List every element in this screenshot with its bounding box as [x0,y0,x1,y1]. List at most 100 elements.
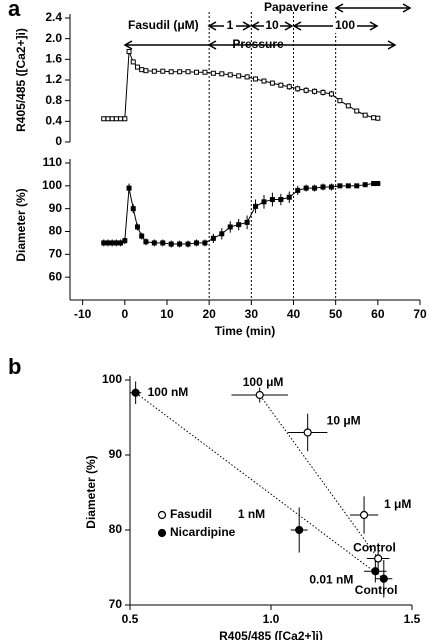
data-point [253,76,259,82]
x-tick-label: -10 [74,307,92,321]
data-point [312,185,318,191]
data-point [295,525,304,535]
y-axis-label: R405/485 ([Ca2+]i) [14,28,28,132]
data-point [202,69,208,75]
data-point [295,86,301,92]
arrow-head [369,21,379,31]
data-point [261,78,267,84]
arrow-head [250,21,260,31]
data-point [168,241,174,247]
data-point [219,71,225,77]
point-label: 0.01 nM [309,572,353,586]
x-tick-label: 1.0 [263,612,280,626]
annotation: 10 [265,18,279,32]
data-point [185,241,191,247]
point-label: 10 μM [327,414,361,428]
data-point [210,235,216,241]
data-point [303,87,309,93]
data-point [118,240,124,246]
data-point [303,185,309,191]
y-tick-label: 90 [49,201,63,215]
data-point [328,184,334,190]
y-tick-label: 100 [42,178,62,192]
x-tick-label: 10 [160,307,174,321]
data-point [362,182,368,188]
data-point [122,116,128,122]
trend-line [259,394,379,559]
data-point [295,187,301,193]
data-point [109,240,115,246]
data-line [103,51,378,120]
data-point [151,68,157,74]
data-point [278,82,284,88]
data-point [379,574,388,583]
x-tick-label: 0 [121,307,128,321]
y-tick-label: 80 [109,522,123,536]
data-point [320,89,326,95]
data-point [177,69,183,75]
label-bg [224,19,236,33]
x-tick-label: 30 [245,307,259,321]
panel-label: b [8,354,21,379]
annotation: Fasudil (μM) [128,18,199,32]
data-point [320,184,326,190]
data-point [177,241,183,247]
data-point [210,70,216,76]
data-point [269,80,275,86]
arrow-head [284,21,294,31]
data-point [134,224,140,230]
data-point [345,103,351,109]
point-label: 1 μM [384,497,411,511]
y-tick-label: 70 [49,247,63,261]
data-point [261,199,267,205]
data-point [337,183,343,189]
arrow-head [123,40,133,50]
data-point [105,116,111,122]
data-point [236,222,242,228]
data-point [143,239,149,245]
data-point [227,72,233,78]
point-label: Control [355,583,398,597]
y-tick-label: 1.2 [45,72,62,86]
data-point [105,240,111,246]
annotation: Papaverine [264,0,328,14]
data-point [113,240,119,246]
data-point [194,240,200,246]
y-tick-label: 60 [49,269,63,283]
data-line [103,183,378,245]
data-point [303,428,312,437]
legend-label: Fasudil [170,507,212,521]
x-tick-label: 0.5 [122,612,139,626]
y-tick-label: 2.4 [45,10,62,24]
x-tick-label: 40 [287,307,301,321]
arrow-head [207,40,217,50]
data-point [244,219,250,225]
y-tick-label: 90 [109,447,123,461]
point-label: 1 nM [238,507,265,521]
data-point [139,233,145,239]
x-tick-label: 70 [413,307,427,321]
data-point [143,68,149,74]
data-point [118,116,124,122]
annotation: Pressure [232,37,284,51]
x-tick-label: 20 [202,307,216,321]
y-tick-label: 110 [43,155,63,169]
arrow-head [207,21,217,31]
data-point [359,510,369,520]
arrow-head [242,21,252,31]
data-point [328,91,334,97]
y-axis-label: Diameter (%) [84,455,98,528]
data-point [185,69,191,75]
label-bg [264,19,280,33]
data-point [160,240,166,246]
data-point [269,197,275,203]
data-point [168,69,174,75]
x-tick-label: 60 [371,307,385,321]
x-axis-label: Time (min) [215,324,275,338]
data-point [134,64,140,70]
data-point [227,224,233,230]
y-tick-label: 1.6 [45,52,62,66]
y-tick-label: 0.8 [45,93,62,107]
trend-line [135,392,385,580]
y-tick-label: 2.0 [45,31,62,45]
